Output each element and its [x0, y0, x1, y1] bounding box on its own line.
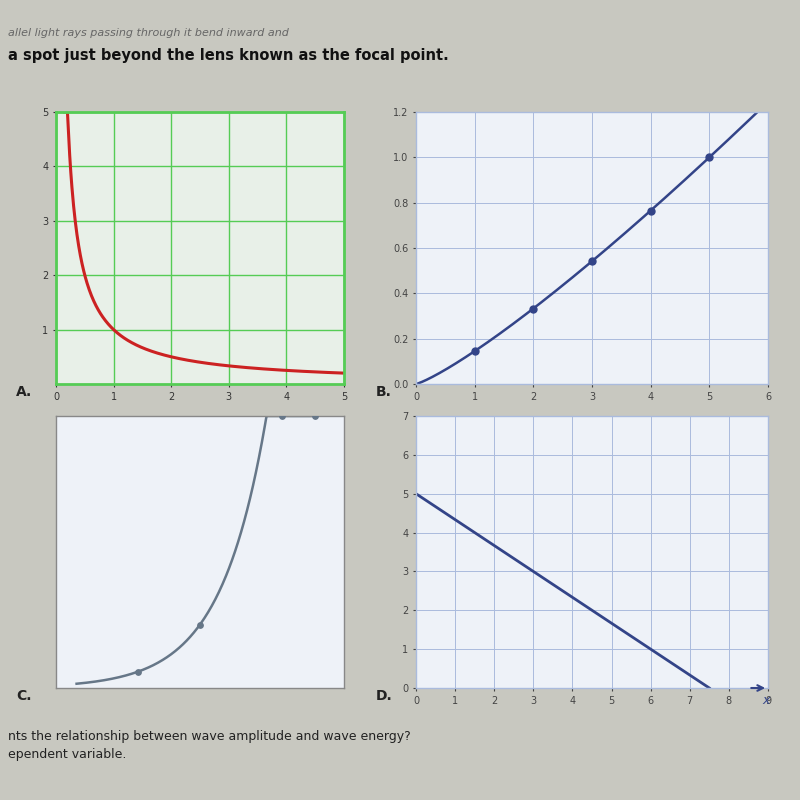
Point [276, 410, 289, 422]
Text: B.: B. [376, 385, 392, 399]
Text: x: x [762, 694, 770, 706]
Point [309, 410, 322, 422]
Point [586, 255, 598, 268]
Point [703, 151, 716, 164]
Point [644, 204, 657, 217]
Point [194, 618, 206, 631]
Text: allel light rays passing through it bend inward and: allel light rays passing through it bend… [8, 28, 289, 38]
Text: a spot just beyond the lens known as the focal point.: a spot just beyond the lens known as the… [8, 48, 449, 63]
Text: D.: D. [376, 689, 393, 703]
Point [527, 302, 540, 315]
Text: ependent variable.: ependent variable. [8, 749, 126, 762]
Text: C.: C. [16, 689, 31, 703]
Text: A.: A. [16, 385, 32, 399]
Point [132, 665, 145, 678]
Text: nts the relationship between wave amplitude and wave energy?: nts the relationship between wave amplit… [8, 730, 410, 743]
Point [468, 345, 481, 358]
